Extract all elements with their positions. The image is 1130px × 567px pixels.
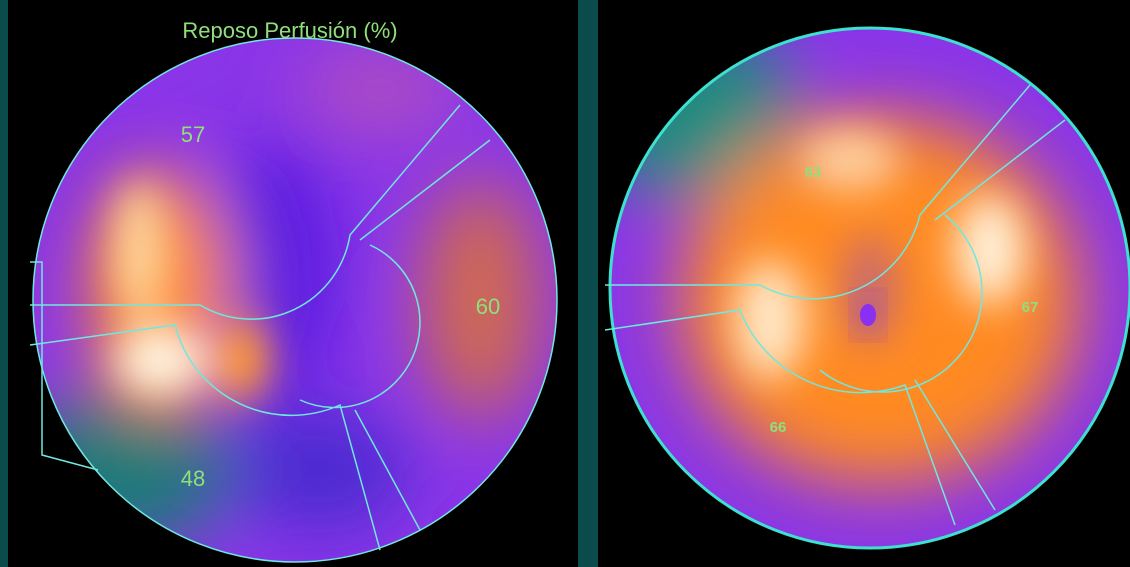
region-label: 67 [1022,299,1039,316]
title: Reposo Perfusión (%) [182,18,397,43]
region-label: 48 [181,466,205,491]
region-label: 60 [476,294,500,319]
screen: Reposo Perfusión (%) 57 60 48 63 67 66 [0,0,1130,567]
page: Reposo Perfusión (%) 57 60 48 63 67 66 (… [0,0,1130,567]
region-label: 63 [805,164,822,181]
region-label: 66 [770,419,787,436]
region-label: 57 [181,122,205,147]
